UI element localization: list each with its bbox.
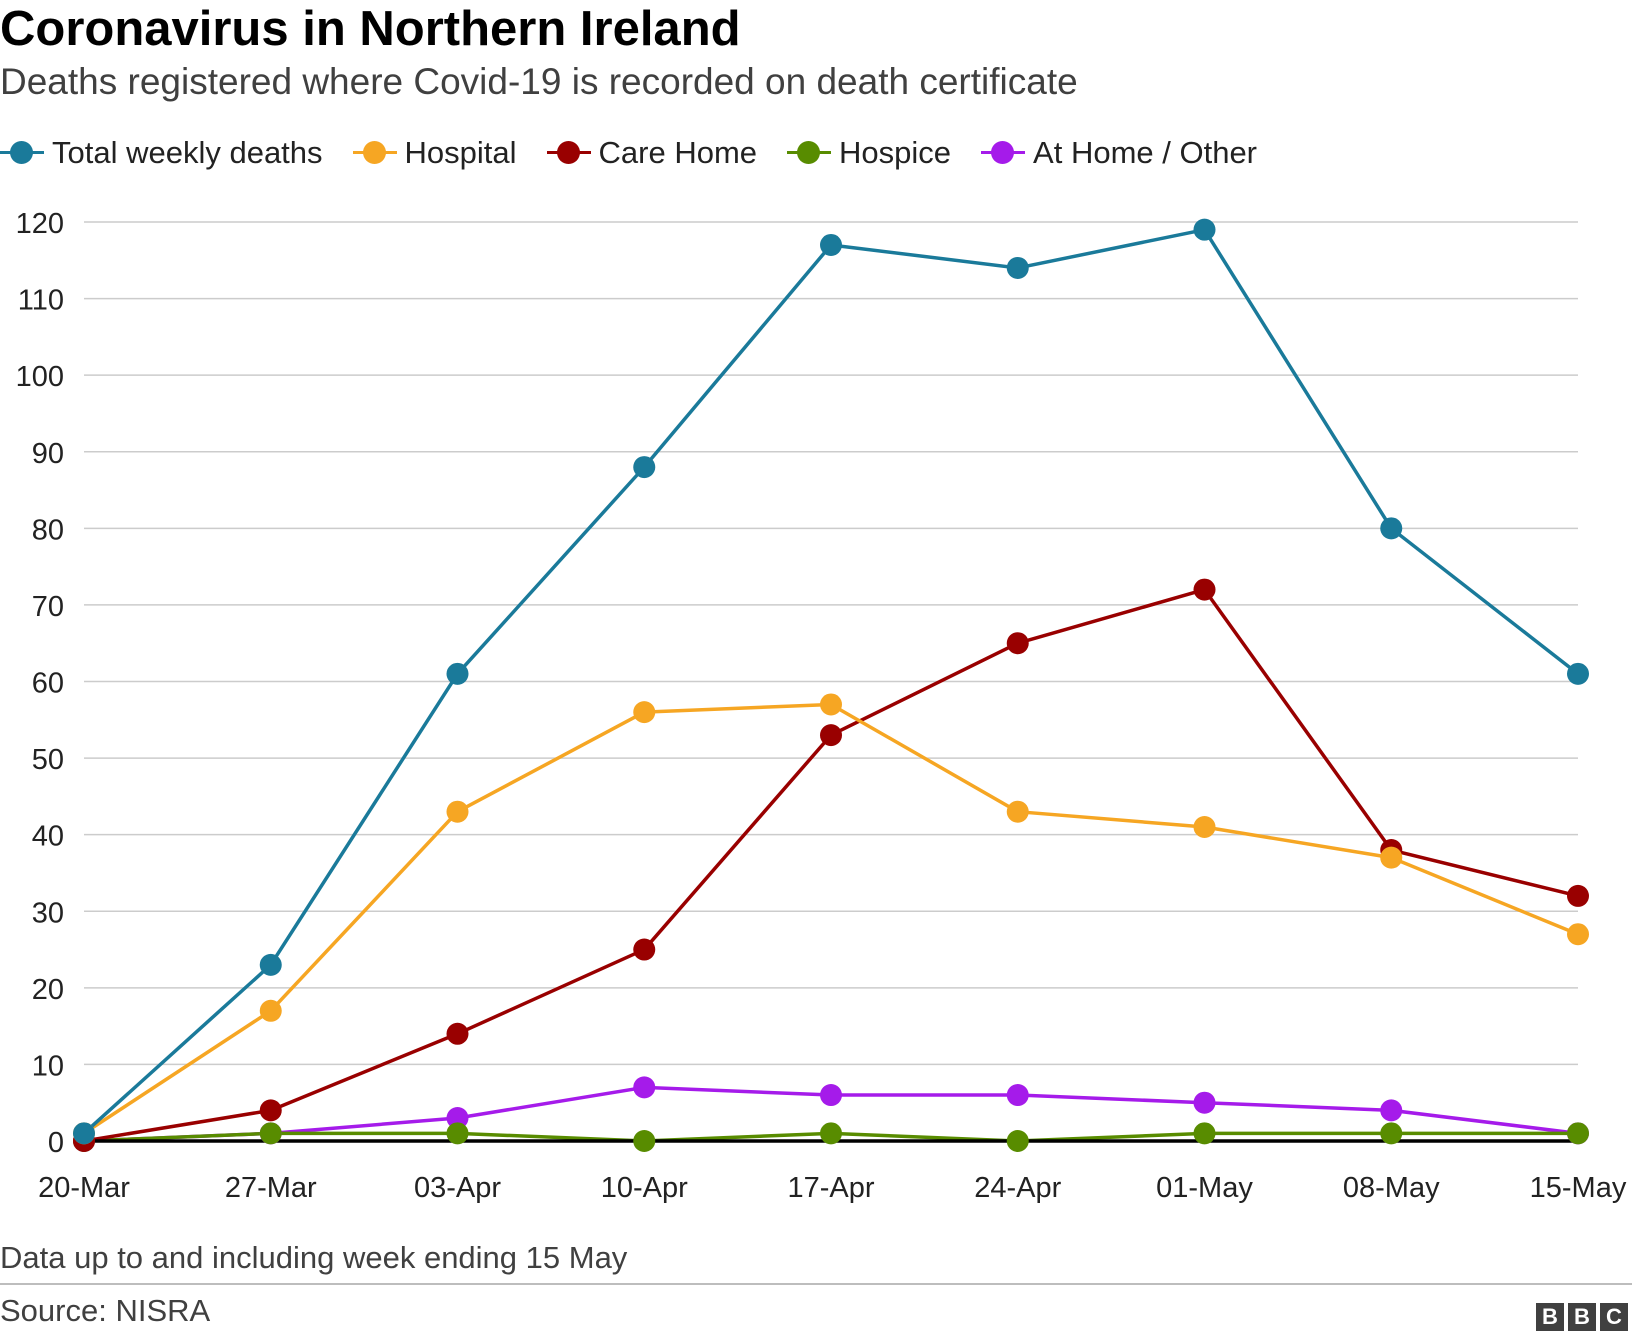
- x-tick-label: 08-May: [1343, 1172, 1440, 1204]
- data-point: [1567, 884, 1589, 907]
- data-point: [1193, 1091, 1216, 1114]
- y-tick-label: 0: [48, 1127, 64, 1159]
- y-tick-label: 120: [16, 208, 64, 240]
- data-point: [259, 1099, 282, 1122]
- data-point: [633, 1076, 656, 1099]
- x-tick-label: 01-May: [1156, 1172, 1253, 1204]
- y-tick-label: 60: [32, 668, 64, 700]
- y-tick-label: 90: [32, 438, 64, 470]
- bbc-logo-letter: B: [1536, 1303, 1564, 1331]
- data-point: [633, 938, 656, 961]
- legend-label: Total weekly deaths: [52, 135, 323, 170]
- legend-item: Hospital: [352, 133, 517, 173]
- chart-subtitle: Deaths registered where Covid-19 is reco…: [0, 61, 1078, 102]
- y-tick-label: 110: [18, 285, 64, 317]
- data-point: [1006, 632, 1029, 655]
- data-point: [446, 1122, 469, 1145]
- data-point: [1567, 662, 1589, 685]
- footnote: Data up to and including week ending 15 …: [0, 1240, 628, 1275]
- data-point: [1567, 923, 1589, 946]
- data-point: [820, 233, 842, 256]
- x-tick-label: 24-Apr: [974, 1172, 1061, 1204]
- legend-item: Hospice: [787, 133, 951, 173]
- data-point: [446, 800, 469, 823]
- data-point: [633, 701, 656, 724]
- data-point: [1380, 1122, 1403, 1145]
- legend-swatch: [0, 133, 44, 173]
- legend-swatch-dot: [10, 141, 33, 164]
- y-tick-label: 50: [32, 744, 64, 776]
- x-tick-label: 10-Apr: [601, 1172, 688, 1204]
- bbc-logo-letter: C: [1600, 1303, 1628, 1331]
- data-point: [820, 1084, 842, 1107]
- data-point: [1193, 218, 1216, 241]
- legend-label: At Home / Other: [1033, 135, 1258, 170]
- data-point: [1006, 1084, 1029, 1107]
- data-point: [1380, 517, 1403, 540]
- legend-swatch: [352, 133, 397, 173]
- chart-title: Coronavirus in Northern Ireland: [0, 2, 741, 56]
- data-point: [446, 662, 469, 685]
- legend-swatch-dot: [556, 141, 580, 164]
- bbc-logo: B B C: [1532, 1303, 1628, 1331]
- series-line: [83, 587, 1579, 1143]
- legend-label: Care Home: [598, 135, 758, 170]
- y-tick-label: 70: [32, 591, 64, 623]
- y-tick-label: 40: [32, 821, 64, 853]
- footer-divider: [0, 1283, 1632, 1285]
- line-chart: 0 10 20 30 40 50 60 70 80 90 100 110 120 20-Mar 27-Mar…: [16, 208, 1627, 1204]
- legend-item: Total weekly deaths: [0, 133, 323, 173]
- data-point: [820, 724, 842, 747]
- y-tick-label: 20: [32, 974, 64, 1006]
- legend-item: Care Home: [546, 133, 758, 173]
- data-point: [1380, 846, 1403, 869]
- data-point: [1193, 1122, 1216, 1145]
- y-tick-label: 100: [16, 361, 64, 393]
- y-tick-label: 80: [32, 514, 64, 546]
- data-point: [1567, 1122, 1589, 1145]
- legend-item: At Home / Other: [981, 133, 1257, 173]
- data-point: [633, 456, 656, 479]
- legend-swatch-dot: [797, 141, 821, 164]
- series-line: [83, 702, 1579, 1135]
- data-point: [446, 1022, 469, 1045]
- legend-swatch-dot: [362, 141, 386, 164]
- legend-label: Hospital: [404, 135, 517, 170]
- x-tick-label: 20-Mar: [38, 1172, 130, 1204]
- data-point: [1380, 1099, 1403, 1122]
- legend-label: Hospice: [839, 135, 952, 170]
- data-point: [820, 693, 842, 716]
- y-tick-label: 10: [32, 1050, 64, 1082]
- chart-legend: Total weekly deaths Hospital Care Home Hosp…: [0, 133, 1287, 173]
- legend-swatch-dot: [991, 141, 1015, 164]
- data-point: [1006, 256, 1029, 279]
- x-tick-label: 17-Apr: [787, 1172, 874, 1204]
- data-point: [446, 1107, 469, 1130]
- bbc-logo-letter: B: [1568, 1303, 1596, 1331]
- source-label: Source: NISRA: [0, 1293, 211, 1328]
- data-point: [259, 999, 282, 1022]
- legend-swatch: [787, 133, 832, 173]
- data-point: [1006, 800, 1029, 823]
- data-point: [259, 953, 282, 976]
- data-point: [73, 1122, 95, 1145]
- data-point: [1193, 578, 1216, 601]
- data-point: [259, 1122, 282, 1145]
- x-tick-label: 03-Apr: [414, 1172, 501, 1204]
- x-tick-label: 27-Mar: [225, 1172, 317, 1204]
- data-point: [1006, 1130, 1029, 1152]
- x-tick-label: 15-May: [1530, 1172, 1627, 1204]
- data-point: [820, 1122, 842, 1145]
- y-tick-label: 30: [32, 897, 64, 929]
- legend-swatch: [546, 133, 591, 173]
- data-point: [1193, 816, 1216, 839]
- legend-swatch: [981, 133, 1026, 173]
- data-point: [633, 1130, 656, 1152]
